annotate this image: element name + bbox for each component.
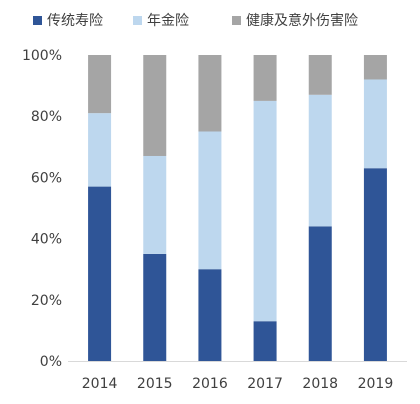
bar-2016-series-1 (198, 269, 222, 361)
bar-2014-series-3 (88, 55, 112, 114)
legend-swatch-2 (133, 16, 142, 25)
legend-swatch-3 (232, 16, 241, 25)
y-tick-label-40: 40% (31, 232, 62, 248)
x-tick-label-2017: 2017 (247, 376, 283, 392)
legend-label-1: 传统寿险 (47, 12, 103, 29)
y-tick-label-20: 20% (31, 293, 62, 309)
bar-2015-series-2 (143, 155, 167, 254)
bar-2015-series-3 (143, 55, 167, 156)
bar-2014-series-1 (88, 186, 112, 361)
bar-2017-series-2 (253, 100, 277, 322)
bar-2018-series-2 (308, 94, 332, 227)
legend: 传统寿险 年金险 健康及意外伤害险 (33, 12, 358, 29)
bar-2019-series-3 (363, 55, 387, 80)
bar-2017-series-1 (253, 321, 277, 361)
x-tick-label-2016: 2016 (192, 376, 228, 392)
bar-2016-series-3 (198, 55, 222, 132)
bar-2014-series-2 (88, 113, 112, 187)
bar-2015-series-1 (143, 253, 167, 361)
x-tick-label-2014: 2014 (82, 376, 118, 392)
y-tick-label-100: 100% (22, 48, 62, 64)
y-tick-label-0: 0% (40, 354, 62, 370)
y-axis: 0% 20% 40% 60% 80% 100% (22, 48, 62, 370)
bars (88, 55, 387, 361)
bar-2018-series-1 (308, 226, 332, 361)
x-tick-label-2019: 2019 (358, 376, 394, 392)
x-axis: 2014 2015 2016 2017 2018 2019 (68, 361, 407, 392)
x-tick-label-2018: 2018 (302, 376, 338, 392)
legend-swatch-1 (33, 16, 42, 25)
x-tick-label-2015: 2015 (137, 376, 173, 392)
bar-2019-series-2 (363, 79, 387, 169)
bar-2016-series-2 (198, 131, 222, 270)
y-tick-label-80: 80% (31, 109, 62, 125)
bar-2017-series-3 (253, 55, 277, 101)
y-tick-label-60: 60% (31, 170, 62, 186)
bar-2018-series-3 (308, 55, 332, 95)
legend-label-2: 年金险 (147, 13, 189, 29)
bar-2019-series-1 (363, 168, 387, 361)
legend-label-3: 健康及意外伤害险 (246, 12, 358, 29)
